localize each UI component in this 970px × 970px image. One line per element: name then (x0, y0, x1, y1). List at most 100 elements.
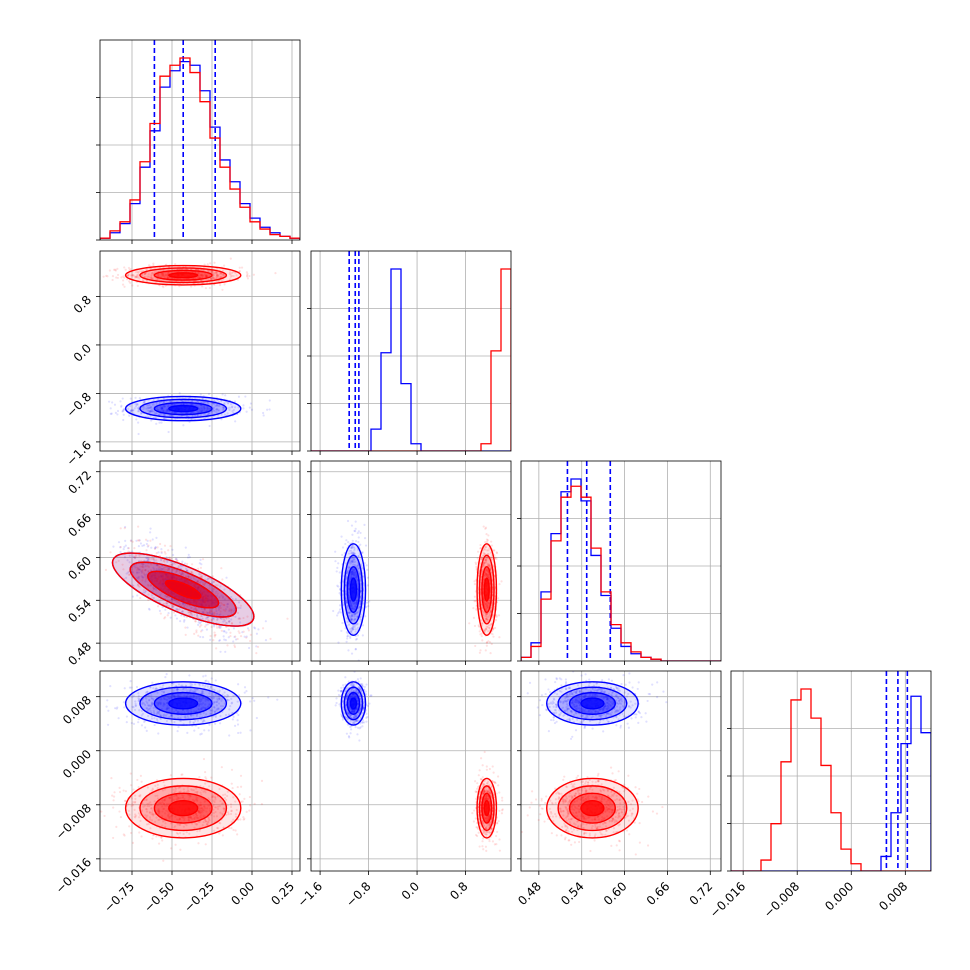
scatter-point (163, 405, 166, 408)
scatter-point (267, 696, 270, 699)
scatter-point (222, 273, 225, 276)
scatter-point (162, 269, 165, 272)
scatter-point (184, 626, 187, 629)
scatter-point (351, 533, 354, 536)
scatter-point (164, 273, 167, 276)
scatter-point (191, 403, 194, 406)
scatter-point (187, 553, 190, 557)
scatter-point (354, 527, 357, 530)
scatter-point (151, 272, 154, 275)
scatter-point (194, 585, 197, 588)
scatter-point (494, 618, 498, 622)
scatter-point (159, 409, 162, 412)
scatter-point (128, 554, 131, 557)
scatter-point (149, 584, 152, 587)
scatter-point (121, 283, 125, 286)
scatter-point (146, 545, 149, 548)
scatter-point (123, 266, 126, 269)
histogram-series-0 (311, 268, 511, 451)
scatter-point (147, 406, 150, 409)
scatter-point (146, 275, 149, 278)
scatter-point (180, 577, 183, 580)
scatter-point (150, 406, 153, 409)
scatter-point (233, 400, 237, 403)
scatter-point (206, 263, 209, 266)
scatter-point (144, 569, 147, 572)
scatter-point (175, 569, 178, 572)
scatter-point (245, 635, 248, 638)
scatter-point (170, 597, 173, 601)
scatter-point (95, 562, 97, 564)
scatter-point (134, 405, 138, 408)
scatter-point (169, 400, 172, 403)
histogram-series-1 (521, 485, 721, 661)
scatter-point (205, 274, 208, 277)
scatter-point (485, 533, 488, 536)
scatter-point (205, 617, 208, 620)
scatter-point (218, 605, 221, 608)
scatter-point (162, 272, 165, 275)
scatter-point (137, 545, 140, 548)
scatter-point (482, 525, 485, 528)
scatter-point (173, 592, 176, 595)
scatter-point (162, 580, 165, 583)
scatter-point (341, 621, 344, 625)
scatter-point (222, 630, 225, 633)
scatter-point (229, 257, 232, 260)
scatter-point (199, 393, 202, 396)
scatter-point (110, 412, 113, 415)
scatter-point (199, 630, 203, 633)
scatter-point (346, 637, 349, 640)
scatter-point (485, 641, 489, 644)
scatter-point (202, 675, 205, 678)
scatter-point (180, 595, 183, 599)
scatter-point (123, 545, 126, 549)
scatter-point (169, 616, 172, 619)
scatter-point (253, 699, 256, 702)
scatter-point (109, 412, 112, 415)
scatter-point (136, 284, 139, 288)
scatter-point (202, 596, 205, 599)
scatter-point (179, 848, 182, 851)
density-contour-series-0 (168, 404, 199, 413)
scatter-point (255, 645, 258, 648)
scatter-point (162, 397, 166, 400)
scatter-point (144, 591, 147, 594)
scatter-point (143, 400, 146, 404)
scatter-point (155, 588, 158, 591)
scatter-point (204, 597, 207, 600)
scatter-point (147, 409, 151, 413)
scatter-point (223, 264, 226, 267)
scatter-point (164, 274, 167, 277)
scatter-point (206, 401, 209, 404)
scatter-point (113, 403, 117, 406)
scatter-point (207, 577, 210, 580)
scatter-point (173, 411, 176, 414)
scatter-point (354, 647, 357, 651)
scatter-point (159, 542, 162, 546)
scatter-point (228, 271, 232, 274)
scatter-point (155, 412, 158, 415)
scatter-point (157, 409, 160, 412)
scatter-point (109, 407, 112, 410)
scatter-point (97, 710, 99, 712)
scatter-point (207, 401, 210, 405)
scatter-point (164, 573, 168, 576)
scatter-point (154, 546, 157, 549)
scatter-point (178, 392, 181, 395)
scatter-point (160, 574, 163, 577)
scatter-point (105, 274, 108, 278)
scatter-point (246, 274, 249, 277)
scatter-point (149, 267, 153, 270)
scatter-point (203, 273, 206, 276)
scatter-point (212, 274, 215, 277)
scatter-point (500, 580, 503, 583)
scatter-point (140, 562, 143, 566)
scatter-point (128, 414, 131, 417)
scatter-point (137, 571, 141, 574)
scatter-point (145, 279, 149, 283)
scatter-point (157, 273, 160, 276)
scatter-point (215, 590, 218, 593)
scatter-point (168, 576, 172, 580)
scatter-point (159, 406, 162, 409)
